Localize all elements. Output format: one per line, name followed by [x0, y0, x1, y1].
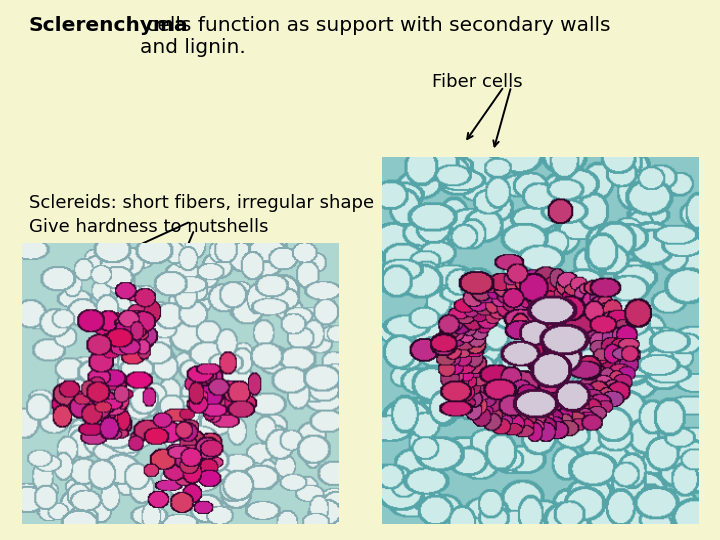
Text: Fiber cells: Fiber cells	[432, 73, 523, 91]
Text: Sclerenchyma: Sclerenchyma	[29, 16, 189, 35]
Text: cells function as support with secondary walls
and lignin.: cells function as support with secondary…	[140, 16, 611, 57]
Text: Sclereids: short fibers, irregular shape
Give hardness to nutshells: Sclereids: short fibers, irregular shape…	[29, 194, 374, 236]
